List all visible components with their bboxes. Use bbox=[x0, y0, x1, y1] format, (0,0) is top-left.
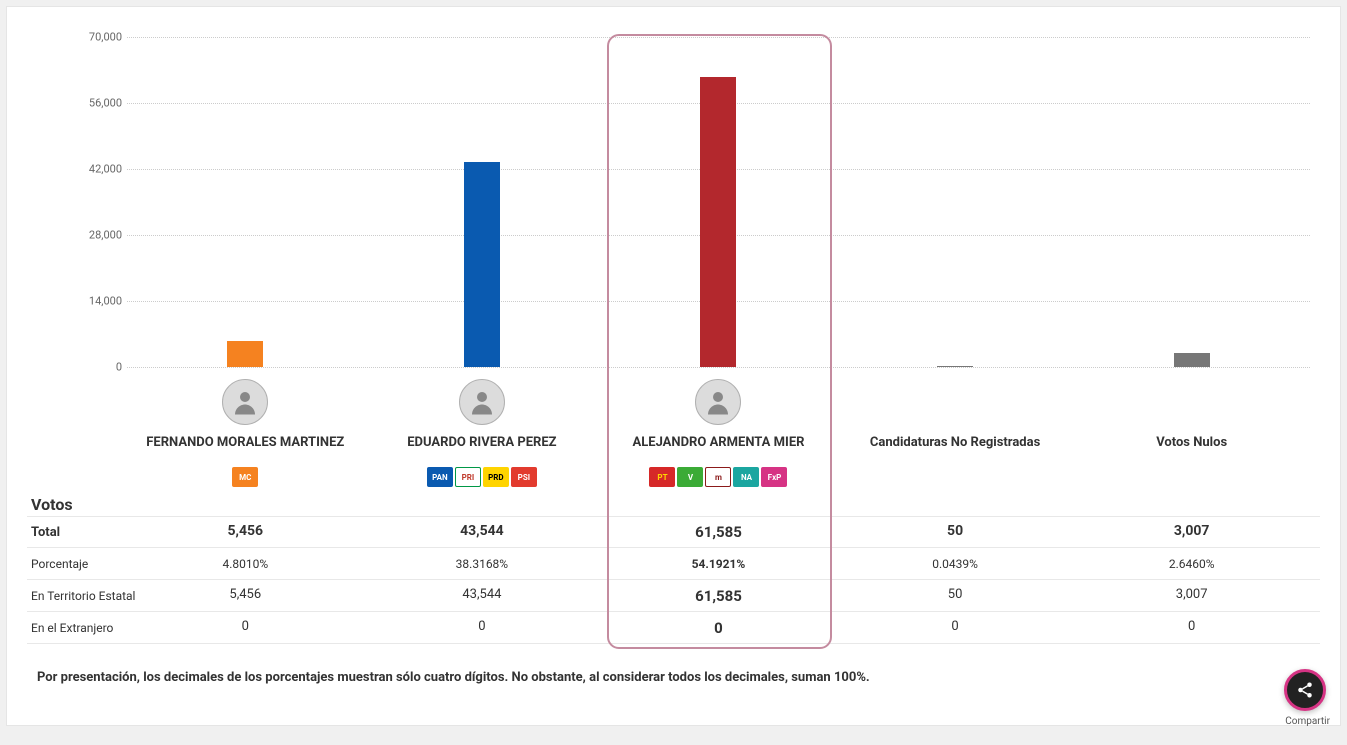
bar bbox=[1174, 353, 1210, 367]
table-cell: 0 bbox=[127, 619, 364, 637]
table-cell: 43,544 bbox=[364, 587, 601, 605]
bar bbox=[700, 77, 736, 367]
share-button[interactable] bbox=[1284, 669, 1326, 711]
candidate-name: Candidaturas No Registradas bbox=[837, 435, 1074, 453]
votes-table: Total5,45643,54461,585503,007Porcentaje4… bbox=[27, 516, 1320, 644]
table-cell: 61,585 bbox=[600, 587, 837, 605]
table-row: Total5,45643,54461,585503,007 bbox=[27, 516, 1320, 548]
table-cell: 54.1921% bbox=[600, 557, 837, 571]
table-cell: 43,544 bbox=[364, 523, 601, 541]
party-logo: PSI bbox=[511, 467, 537, 487]
bar-column bbox=[1073, 37, 1310, 367]
candidate-name: ALEJANDRO ARMENTA MIER bbox=[600, 435, 837, 453]
candidate-name: EDUARDO RIVERA PEREZ bbox=[364, 435, 601, 453]
candidate-column: Candidaturas No Registradas bbox=[837, 367, 1074, 491]
gridline bbox=[127, 367, 1310, 368]
party-logos bbox=[1073, 467, 1310, 491]
party-logo: PT bbox=[649, 467, 675, 487]
share-icon bbox=[1296, 681, 1314, 699]
bar-column bbox=[127, 37, 364, 367]
bar-column bbox=[364, 37, 601, 367]
bar-column bbox=[600, 37, 837, 367]
share-label: Compartir bbox=[1285, 716, 1330, 727]
party-logo: FxP bbox=[761, 467, 787, 487]
y-tick-label: 14,000 bbox=[89, 295, 122, 308]
bar bbox=[227, 341, 263, 367]
party-logo: PRD bbox=[483, 467, 509, 487]
y-tick-label: 42,000 bbox=[89, 163, 122, 176]
candidate-labels-row: FERNANDO MORALES MARTINEZ MC EDUARDO RIVER… bbox=[127, 367, 1310, 491]
y-tick-label: 56,000 bbox=[89, 97, 122, 110]
bar-chart: 014,00028,00042,00056,00070,000 bbox=[127, 37, 1310, 367]
table-cell: 0.0439% bbox=[837, 557, 1074, 571]
results-card: 014,00028,00042,00056,00070,000 FERNANDO… bbox=[6, 6, 1341, 726]
party-logo: m bbox=[705, 467, 731, 487]
party-logo: PRI bbox=[455, 467, 481, 487]
party-logos: PTVmNAFxP bbox=[600, 467, 837, 491]
y-tick-label: 70,000 bbox=[89, 31, 122, 44]
party-logos bbox=[837, 467, 1074, 491]
candidate-avatar bbox=[459, 379, 505, 425]
candidate-name: Votos Nulos bbox=[1073, 435, 1310, 453]
footnote-text: Por presentación, los decimales de los p… bbox=[27, 670, 1320, 685]
table-cell: 50 bbox=[837, 587, 1074, 605]
candidate-column: ALEJANDRO ARMENTA MIER PTVmNAFxP bbox=[600, 367, 837, 491]
chart-bars bbox=[127, 37, 1310, 367]
bar bbox=[464, 162, 500, 367]
table-cell: 38.3168% bbox=[364, 557, 601, 571]
party-logo: PAN bbox=[427, 467, 453, 487]
y-tick-label: 28,000 bbox=[89, 229, 122, 242]
table-cell: 0 bbox=[837, 619, 1074, 637]
party-logos: PANPRIPRDPSI bbox=[364, 467, 601, 491]
table-cell: 0 bbox=[600, 619, 837, 637]
candidate-avatar bbox=[222, 379, 268, 425]
party-logo: NA bbox=[733, 467, 759, 487]
party-logo: V bbox=[677, 467, 703, 487]
table-row: Porcentaje4.8010%38.3168%54.1921%0.0439%… bbox=[27, 548, 1320, 580]
table-cell: 2.6460% bbox=[1073, 557, 1310, 571]
table-cell: 5,456 bbox=[127, 523, 364, 541]
bar bbox=[937, 366, 973, 367]
bar-column bbox=[837, 37, 1074, 367]
table-cell: 4.8010% bbox=[127, 557, 364, 571]
table-cell: 0 bbox=[1073, 619, 1310, 637]
candidate-column: Votos Nulos bbox=[1073, 367, 1310, 491]
candidate-avatar bbox=[695, 379, 741, 425]
candidate-column: EDUARDO RIVERA PEREZ PANPRIPRDPSI bbox=[364, 367, 601, 491]
table-cell: 5,456 bbox=[127, 587, 364, 605]
table-row: En el Extranjero00000 bbox=[27, 612, 1320, 644]
table-cell: 50 bbox=[837, 523, 1074, 541]
table-row: En Territorio Estatal5,45643,54461,58550… bbox=[27, 580, 1320, 612]
table-cell: 3,007 bbox=[1073, 587, 1310, 605]
table-cell: 0 bbox=[364, 619, 601, 637]
candidate-column: FERNANDO MORALES MARTINEZ MC bbox=[127, 367, 364, 491]
y-axis: 014,00028,00042,00056,00070,000 bbox=[67, 37, 122, 367]
party-logo: MC bbox=[232, 467, 258, 487]
y-tick-label: 0 bbox=[116, 361, 122, 374]
votes-section-title: Votos bbox=[27, 495, 1320, 514]
table-cell: 61,585 bbox=[600, 523, 837, 541]
table-cell: 3,007 bbox=[1073, 523, 1310, 541]
party-logos: MC bbox=[127, 467, 364, 491]
candidate-name: FERNANDO MORALES MARTINEZ bbox=[127, 435, 364, 453]
